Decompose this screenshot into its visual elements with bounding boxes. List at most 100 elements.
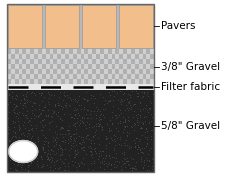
Point [67,153,71,156]
Point [86,116,89,119]
Point [22,121,26,124]
Bar [123,59,127,64]
Point [123,166,127,169]
Point [98,117,102,120]
Point [30,152,34,155]
Point [26,169,30,172]
Point [82,108,86,110]
Point [46,91,50,94]
Point [20,167,24,170]
Point [141,122,145,125]
Point [126,116,130,119]
Point [48,152,52,155]
Point [20,158,23,161]
Point [123,162,127,165]
Bar [15,79,19,84]
Point [133,165,137,168]
Point [101,126,104,129]
Point [37,92,40,94]
Point [75,127,78,130]
Point [122,150,126,153]
Point [140,91,144,94]
Point [78,142,82,145]
Point [52,160,56,163]
Point [97,152,101,155]
Point [60,139,64,142]
Point [51,136,55,139]
Point [21,104,25,107]
Point [11,122,15,125]
Point [59,117,62,119]
Point [30,105,34,107]
Bar [77,59,80,64]
Point [133,144,137,147]
Point [135,118,139,121]
Point [62,113,66,116]
Point [30,90,34,93]
Point [40,146,44,149]
Point [97,118,101,121]
Point [110,116,114,118]
Point [54,135,58,138]
Bar [88,64,92,69]
Point [60,133,63,135]
Point [89,153,93,156]
Point [136,95,139,98]
Bar [34,54,38,59]
Point [128,96,131,98]
Point [125,156,129,159]
Point [30,112,34,115]
Point [47,158,51,161]
Bar [146,69,150,74]
Point [85,100,88,103]
Point [149,101,153,104]
Point [53,167,57,170]
Bar [8,5,42,48]
Point [99,161,102,164]
Point [145,169,148,172]
Point [23,113,27,116]
Point [13,167,17,170]
Point [73,114,76,117]
Point [139,126,143,129]
Point [48,165,52,168]
Point [42,142,46,145]
Point [30,109,34,112]
Point [55,143,58,145]
Point [60,107,64,110]
Point [40,146,44,149]
Point [149,135,153,138]
Point [21,150,25,153]
Point [141,165,145,168]
Bar [150,64,154,69]
Point [131,169,134,171]
Point [98,93,102,96]
Point [7,93,11,96]
Point [136,152,139,154]
Point [11,141,14,144]
Point [35,159,38,162]
Point [133,141,137,144]
Point [96,124,100,127]
Point [101,96,105,99]
Point [72,156,76,158]
Bar [26,54,30,59]
Point [140,121,143,124]
Point [147,149,151,152]
Point [100,159,104,162]
Point [120,168,124,171]
Point [41,164,45,167]
Point [46,90,50,93]
Point [63,147,67,150]
Point [127,120,131,123]
Point [114,156,118,159]
Point [21,124,25,127]
Point [72,139,76,142]
Bar [69,49,73,54]
Point [35,157,39,159]
Point [81,136,85,138]
Bar [143,64,146,69]
Point [110,110,114,113]
Point [94,129,98,131]
Point [6,126,10,129]
